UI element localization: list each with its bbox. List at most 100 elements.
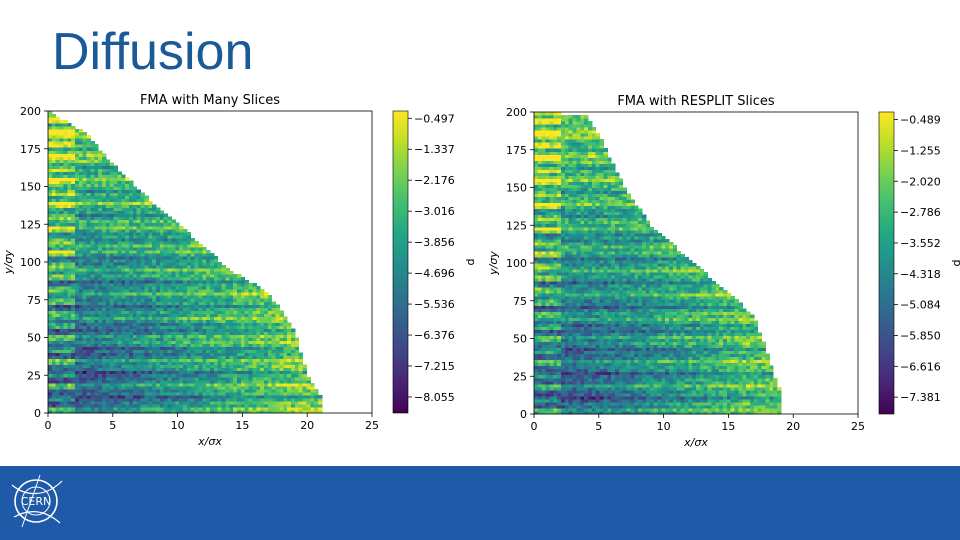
heatmap-cell [90, 168, 95, 172]
heatmap-cell [703, 404, 709, 409]
heatmap-cell [210, 355, 215, 360]
heatmap-cell [298, 403, 304, 408]
heatmap-cell [287, 355, 292, 360]
heatmap-cell [202, 325, 207, 329]
heatmap-cell [71, 274, 76, 278]
heatmap-cell [194, 313, 199, 317]
heatmap-cell [105, 358, 111, 363]
heatmap-cell [271, 367, 277, 372]
heatmap-cell [156, 243, 161, 248]
heatmap-cell [777, 407, 782, 412]
heatmap-cell [148, 316, 153, 320]
heatmap-cell [117, 265, 122, 269]
heatmap-cell [267, 388, 273, 393]
heatmap-cell [699, 407, 705, 412]
heatmap-cell [275, 307, 280, 311]
heatmap-cell [117, 258, 122, 263]
heatmap-cell [159, 295, 165, 299]
heatmap-cell [148, 355, 153, 360]
heatmap-cell [221, 325, 226, 329]
heatmap-cell [202, 376, 207, 381]
heatmap-cell [260, 346, 265, 351]
heatmap-cell [163, 292, 169, 296]
heatmap-cell [67, 268, 72, 272]
heatmap-cell [726, 386, 732, 391]
heatmap-cell [198, 298, 203, 302]
heatmap-cell [306, 400, 311, 405]
heatmap-cell [237, 385, 242, 390]
heatmap-cell [225, 385, 230, 390]
heatmap-cell [206, 406, 211, 411]
heatmap-cell [102, 400, 107, 405]
heatmap-cell [179, 397, 184, 402]
heatmap-cell [607, 386, 612, 391]
heatmap-cell [202, 334, 207, 338]
heatmap-cell [237, 349, 242, 354]
heatmap-cell [275, 367, 280, 372]
heatmap-cell [129, 213, 134, 218]
heatmap-cell [86, 388, 91, 393]
heatmap-cell [136, 246, 142, 251]
heatmap-cell [167, 328, 172, 332]
heatmap-cell [94, 304, 99, 308]
heatmap-cell [51, 382, 57, 387]
heatmap-cell [90, 388, 95, 393]
heatmap-cell [71, 331, 76, 335]
heatmap-cell [750, 398, 755, 403]
heatmap-cell [136, 322, 142, 326]
heatmap-cell [561, 407, 566, 412]
heatmap-cell [279, 382, 284, 387]
heatmap-cell [283, 334, 288, 338]
heatmap-cell [580, 389, 585, 394]
heatmap-cell [105, 382, 111, 387]
heatmap-cell [98, 364, 103, 369]
heatmap-cell [194, 349, 199, 354]
heatmap-cell [98, 207, 103, 212]
heatmap-cell [148, 258, 153, 263]
heatmap-cell [59, 397, 64, 402]
heatmap-cell [48, 156, 53, 160]
heatmap-cell [217, 319, 223, 323]
heatmap-cell [159, 213, 165, 218]
heatmap-cell [545, 386, 550, 391]
heatmap-cell [59, 135, 64, 139]
heatmap-cell [48, 319, 53, 323]
heatmap-cell [730, 398, 736, 403]
heatmap-cell [136, 397, 142, 402]
heatmap-cell [244, 304, 250, 308]
heatmap-cell [171, 397, 176, 402]
heatmap-cell [642, 398, 647, 403]
heatmap-cell [78, 349, 84, 354]
heatmap-cell [615, 410, 620, 415]
heatmap-cell [190, 343, 196, 348]
heatmap-cell [229, 385, 234, 390]
heatmap-cell [48, 120, 53, 124]
heatmap-cell [676, 401, 682, 406]
heatmap-cell [102, 298, 107, 302]
heatmap-cell [661, 392, 666, 397]
heatmap-cell [75, 153, 80, 157]
y-tick-label: 50 [27, 332, 41, 345]
heatmap-cell [94, 280, 99, 284]
heatmap-cell [90, 301, 95, 305]
heatmap-cell [267, 400, 273, 405]
heatmap-cell [198, 313, 203, 317]
heatmap-cell [175, 295, 180, 299]
heatmap-cell [140, 274, 145, 278]
heatmap-cell [175, 277, 180, 281]
heatmap-cell [206, 331, 211, 335]
heatmap-cell [102, 355, 107, 360]
heatmap-cell [198, 397, 203, 402]
heatmap-cell [237, 367, 242, 372]
heatmap-cell [252, 352, 257, 357]
heatmap-cell [194, 385, 199, 390]
heatmap-cell [680, 401, 685, 406]
heatmap-cell [113, 343, 118, 348]
heatmap-cell [98, 319, 103, 323]
heatmap-cell [102, 301, 107, 305]
heatmap-cell [719, 383, 724, 388]
heatmap-cell [51, 138, 57, 142]
heatmap-cell [55, 382, 61, 387]
heatmap-cell [129, 400, 134, 405]
heatmap-cell [152, 262, 157, 266]
